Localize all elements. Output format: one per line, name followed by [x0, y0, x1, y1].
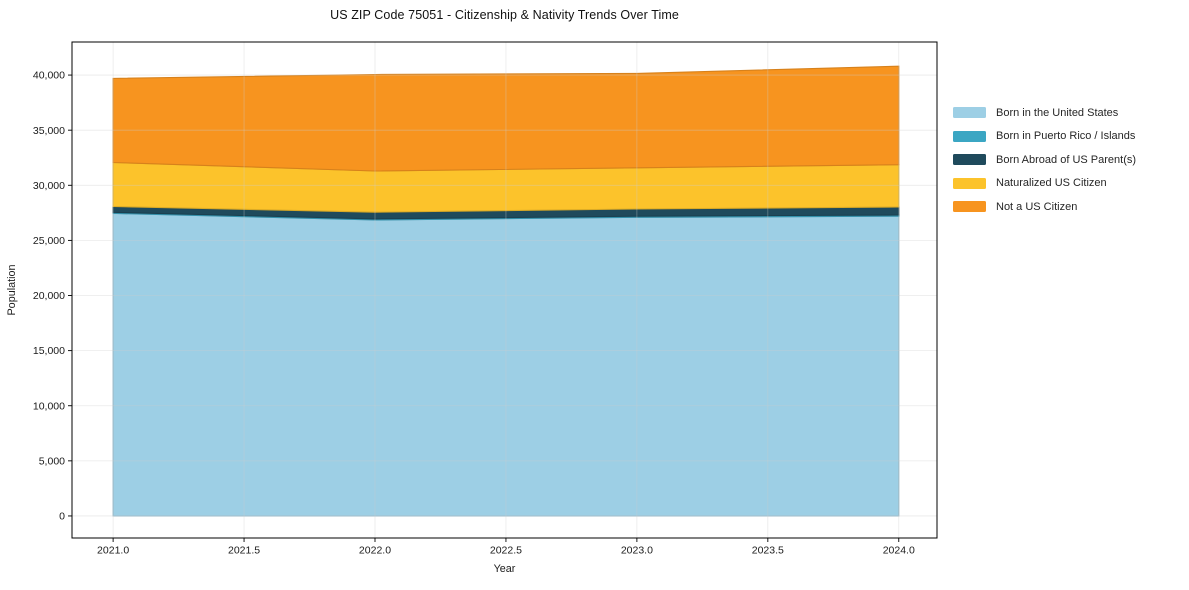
legend-swatch-icon [953, 107, 986, 119]
plot-border [71, 41, 938, 539]
legend-label: Not a US Citizen [996, 200, 1078, 213]
legend-swatch-icon [953, 177, 986, 189]
x-axis-label: Year [494, 563, 516, 575]
x-tick-label: 2024.0 [883, 545, 915, 557]
y-axis-label: Population [6, 264, 18, 315]
legend: Born in the United States Born in Puerto … [953, 101, 1136, 219]
y-tick-label: 15,000 [33, 345, 65, 357]
y-tick-label: 20,000 [33, 290, 65, 302]
legend-label: Born in the United States [996, 106, 1119, 119]
legend-item-5: Not a US Citizen [953, 195, 1136, 219]
y-tick-label: 10,000 [33, 400, 65, 412]
y-tick-label: 30,000 [33, 180, 65, 192]
legend-item-4: Naturalized US Citizen [953, 172, 1136, 196]
legend-label: Born in Puerto Rico / Islands [996, 130, 1136, 143]
legend-swatch-icon [953, 201, 986, 213]
x-tick-label: 2021.5 [228, 545, 260, 557]
y-tick-label: 25,000 [33, 235, 65, 247]
y-tick-label: 35,000 [33, 125, 65, 137]
x-tick-label: 2021.0 [97, 545, 129, 557]
area-series-5 [112, 65, 900, 172]
y-tick-label: 5,000 [39, 455, 65, 467]
y-tick-label: 40,000 [33, 70, 65, 82]
legend-item-3: Born Abroad of US Parent(s) [953, 148, 1136, 172]
legend-label: Born Abroad of US Parent(s) [996, 153, 1137, 166]
legend-item-2: Born in Puerto Rico / Islands [953, 125, 1136, 149]
x-tick-label: 2022.5 [490, 545, 522, 557]
x-tick-label: 2023.0 [621, 545, 653, 557]
legend-item-1: Born in the United States [953, 101, 1136, 125]
legend-swatch-icon [953, 154, 986, 166]
legend-swatch-icon [953, 130, 986, 142]
legend-label: Naturalized US Citizen [996, 177, 1107, 190]
y-tick-label: 0 [59, 511, 65, 523]
x-tick-label: 2022.0 [359, 545, 391, 557]
chart-title: US ZIP Code 75051 - Citizenship & Nativi… [330, 8, 679, 22]
x-tick-label: 2023.5 [752, 545, 784, 557]
